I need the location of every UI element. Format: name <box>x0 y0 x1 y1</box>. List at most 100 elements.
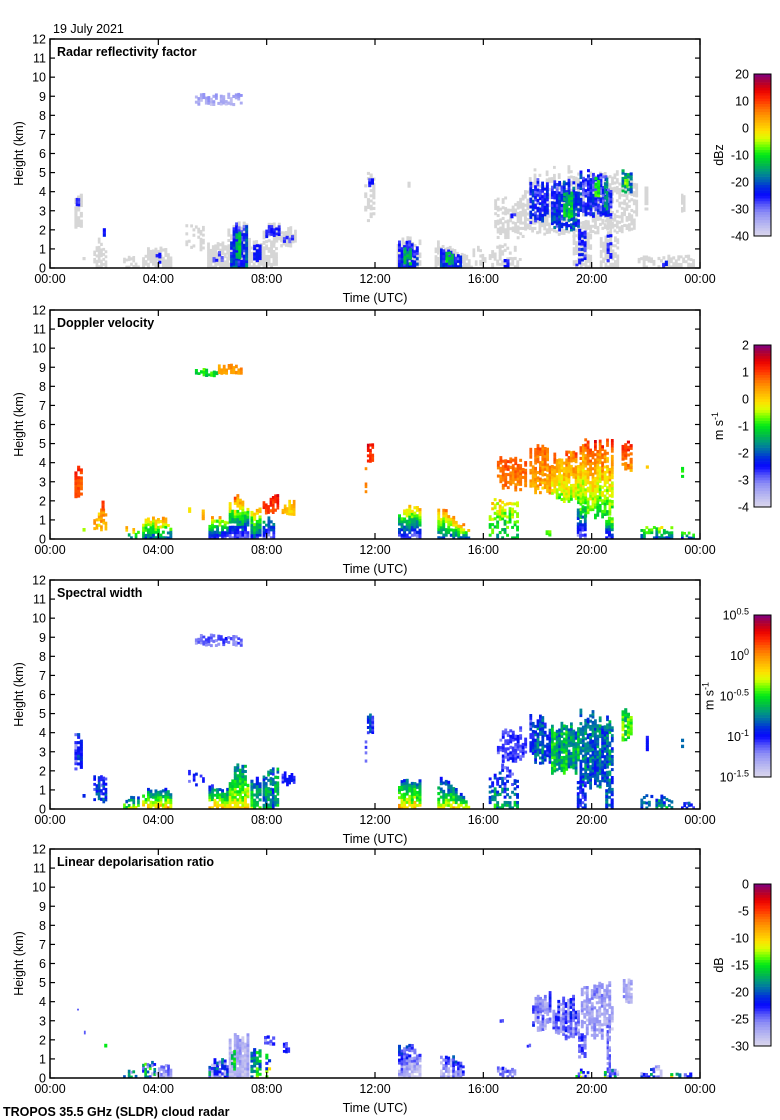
echo-cell <box>450 261 454 265</box>
echo-cell <box>586 505 590 509</box>
echo-patch <box>194 633 243 648</box>
echo-cell <box>161 259 165 263</box>
echo-cell <box>77 200 81 204</box>
echo-cell <box>233 793 237 797</box>
echo-cell <box>154 795 158 799</box>
echo-cell <box>560 469 564 473</box>
echo-cell <box>467 265 471 269</box>
echo-cell <box>632 221 636 225</box>
echo-cell <box>202 779 205 783</box>
echo-cell <box>132 798 136 802</box>
echo-cell <box>275 239 279 243</box>
echo-cell <box>603 497 607 501</box>
echo-cell <box>241 801 245 805</box>
echo-cell <box>222 640 226 644</box>
echo-cell <box>630 208 634 212</box>
echo-cell <box>541 184 544 188</box>
echo-cell <box>291 237 295 241</box>
echo-cell <box>209 633 213 637</box>
echo-cell <box>496 197 500 201</box>
echo-patch <box>262 494 280 515</box>
echo-cell <box>541 478 545 482</box>
echo-cell <box>574 196 578 200</box>
echo-cell <box>195 783 198 787</box>
echo-cell <box>583 519 587 523</box>
echo-cell <box>265 247 268 251</box>
echo-cell <box>207 260 210 264</box>
echo-cell <box>232 259 236 263</box>
echo-cell <box>665 536 669 540</box>
echo-cell <box>223 531 227 535</box>
echo-cell <box>265 254 268 258</box>
echo-cell <box>604 219 608 223</box>
colorbar-segment <box>754 233 771 237</box>
echo-cell <box>596 503 600 507</box>
echo-cell <box>265 244 268 248</box>
echo-cell <box>531 229 534 233</box>
echo-cell <box>570 464 573 468</box>
echo-cell <box>207 247 210 251</box>
echo-cell <box>369 189 373 193</box>
echo-cell <box>233 766 237 770</box>
echo-cell <box>644 207 649 211</box>
echo-cell <box>450 259 454 262</box>
echo-cell <box>586 254 590 258</box>
echo-cell <box>604 211 608 215</box>
echo-cell <box>608 512 612 516</box>
echo-cell <box>274 508 277 512</box>
echo-cell <box>584 265 588 269</box>
echo-cell <box>232 637 236 641</box>
echo-cell <box>499 466 503 470</box>
echo-cell <box>491 507 495 511</box>
echo-cell <box>558 212 561 216</box>
echo-cell <box>609 228 613 232</box>
echo-cell <box>516 528 519 532</box>
echo-cell <box>236 774 240 778</box>
echo-cell <box>123 806 126 810</box>
echo-cell <box>413 262 417 266</box>
echo-cell <box>437 508 441 512</box>
echo-cell <box>369 204 373 208</box>
echo-cell <box>202 228 205 232</box>
echo-cell <box>597 206 600 210</box>
echo-cell <box>589 178 593 182</box>
echo-cell <box>543 462 547 466</box>
echo-cell <box>543 185 547 189</box>
echo-cell <box>607 525 611 529</box>
echo-cell <box>584 488 588 492</box>
echo-cell <box>586 209 590 213</box>
echo-cell <box>74 211 78 215</box>
echo-cell <box>516 262 520 266</box>
echo-cell <box>598 493 602 497</box>
echo-cell <box>246 520 250 524</box>
echo-cell <box>683 206 686 210</box>
echo-cell <box>284 233 288 237</box>
echo-cell <box>242 251 246 255</box>
echo-cell <box>152 536 155 540</box>
echo-cell <box>294 239 297 243</box>
echo-cell <box>577 202 580 206</box>
echo-cell <box>149 255 153 259</box>
echo-cell <box>211 516 214 519</box>
echo-cell <box>127 265 131 269</box>
echo-cell <box>190 224 193 228</box>
echo-cell <box>245 235 249 239</box>
echo-cell <box>526 223 530 227</box>
echo-cell <box>597 203 600 207</box>
echo-cell <box>226 803 230 807</box>
echo-cell <box>574 223 578 227</box>
echo-cell <box>568 207 571 211</box>
echo-cell <box>201 512 205 516</box>
echo-cell <box>275 234 279 238</box>
echo-cell <box>147 247 150 251</box>
echo-cell <box>553 474 557 478</box>
echo-cell <box>589 489 592 493</box>
echo-cell <box>577 205 580 209</box>
echo-cell <box>681 207 684 210</box>
echo-cell <box>228 798 232 802</box>
echo-patch <box>235 231 242 260</box>
echo-cell <box>574 491 578 495</box>
echo-cell <box>529 447 533 451</box>
echo-cell <box>624 451 628 455</box>
echo-cell <box>562 222 566 226</box>
